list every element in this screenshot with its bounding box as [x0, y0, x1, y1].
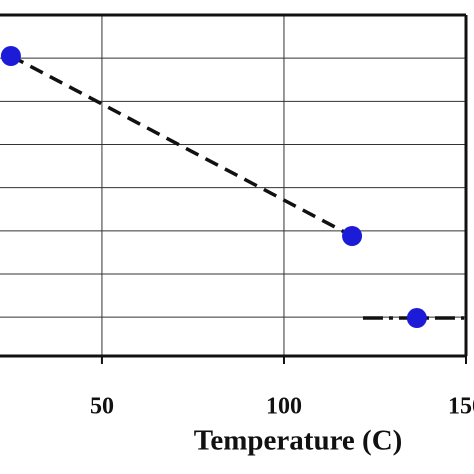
marker [406, 308, 427, 329]
x-tick-label: 100 [266, 394, 302, 420]
x-tick-label: 50 [90, 394, 114, 420]
x-tick-label: 150 [448, 394, 474, 420]
x-axis-label: Temperature (C) [194, 425, 403, 457]
marker [0, 46, 21, 67]
line [10, 54, 353, 238]
marker [342, 226, 363, 247]
